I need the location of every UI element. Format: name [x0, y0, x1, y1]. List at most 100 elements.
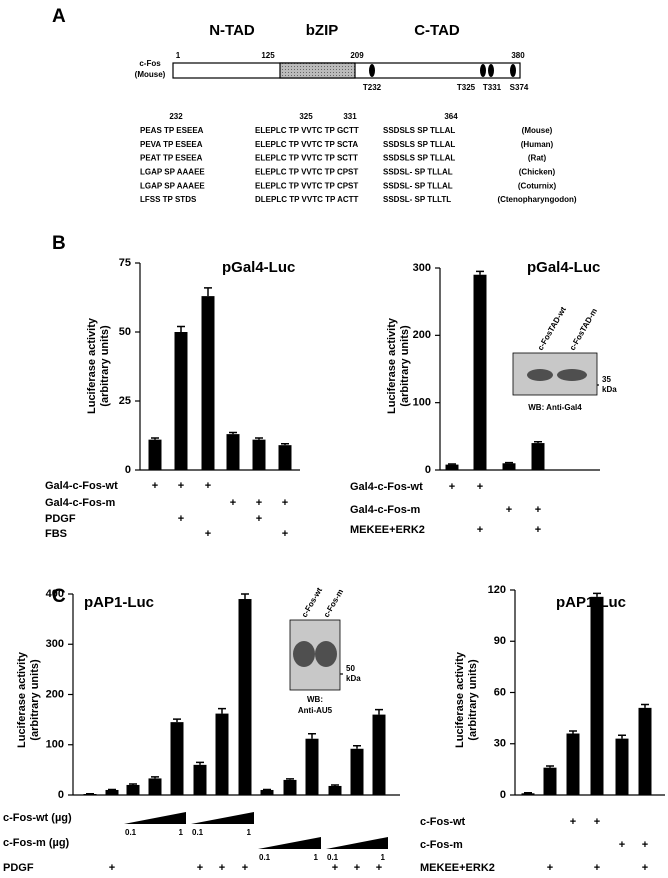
chart-title: pGal4-Luc	[222, 259, 295, 276]
bar	[328, 785, 342, 795]
bar	[226, 434, 240, 470]
error-bar	[308, 732, 316, 739]
treatment-label: Gal4-c-Fos-wt	[350, 481, 423, 493]
bar	[521, 793, 535, 795]
treatment-mark: +	[219, 862, 225, 874]
treatment-mark: +	[594, 816, 600, 828]
y-tick-label: 50	[119, 326, 131, 338]
bar	[543, 767, 557, 795]
site	[369, 64, 375, 77]
sequence: SSDSLS SP TLLAL	[383, 126, 455, 135]
treatment-mark: +	[570, 816, 576, 828]
treatment-label: MEKEE+ERK2	[420, 862, 495, 874]
error-bar	[281, 443, 289, 446]
dose-wedge	[258, 837, 321, 849]
blot-band	[557, 369, 587, 381]
site	[510, 64, 516, 77]
bar	[445, 464, 459, 470]
treatment-mark: +	[256, 513, 262, 525]
bar	[350, 748, 364, 795]
treatment-mark: +	[477, 524, 483, 536]
treatment-mark: +	[109, 862, 115, 874]
bar	[238, 599, 252, 795]
position: 125	[261, 51, 275, 60]
error-bar	[618, 734, 626, 739]
species: (Coturnix)	[518, 181, 557, 190]
treatment-label: c-Fos-m (µg)	[3, 837, 70, 849]
error-bar	[218, 707, 226, 714]
error-bar	[286, 778, 294, 780]
treatment-mark: +	[376, 862, 382, 874]
site-label: S374	[510, 83, 529, 92]
bar	[278, 445, 292, 470]
treatment-mark: +	[332, 862, 338, 874]
treatment-label: MEKEE+ERK2	[350, 524, 425, 536]
domain-label: N-TAD	[209, 22, 255, 39]
position: 209	[350, 51, 364, 60]
dose-label: 1	[314, 853, 319, 862]
error-bar	[569, 730, 577, 734]
sequence: SSDSL- SP TLLTL	[383, 195, 451, 204]
panel-label: A	[52, 6, 66, 27]
treatment-mark: +	[152, 480, 158, 492]
error-bar	[524, 792, 532, 794]
error-bar	[204, 287, 212, 297]
y-axis-label: (arbitrary units)	[399, 325, 411, 407]
y-tick-label: 0	[125, 464, 131, 476]
sequence: SSDSL- SP TLLAL	[383, 168, 453, 177]
y-tick-label: 300	[46, 638, 64, 650]
y-tick-label: 100	[413, 397, 431, 409]
bar	[252, 439, 266, 470]
species: (Chicken)	[519, 168, 556, 177]
bar	[372, 714, 386, 795]
domain-label: C-TAD	[414, 22, 460, 39]
bar	[215, 713, 229, 795]
alignment-position: 232	[169, 112, 183, 121]
bar	[170, 722, 184, 795]
bar	[148, 439, 162, 470]
dose-label: 0.1	[327, 853, 339, 862]
y-tick-label: 0	[425, 464, 431, 476]
dose-label: 1	[381, 853, 386, 862]
chart-title: pGal4-Luc	[527, 259, 600, 276]
bar	[193, 764, 207, 795]
bar	[502, 463, 516, 470]
chart-title: pAP1-Luc	[556, 594, 626, 611]
bar	[283, 779, 297, 795]
bar	[126, 784, 140, 795]
treatment-mark: +	[197, 862, 203, 874]
treatment-mark: +	[256, 497, 262, 509]
treatment-mark: +	[547, 862, 553, 874]
lane-label: c-FosTAD-wt	[536, 305, 568, 352]
species: (Ctenopharyngodon)	[497, 195, 576, 204]
y-axis-label: Luciferase activity	[454, 651, 466, 748]
error-bar	[375, 708, 383, 715]
y-tick-label: 0	[58, 789, 64, 801]
error-bar	[229, 431, 237, 435]
error-bar	[353, 745, 361, 749]
site-label: T232	[363, 83, 382, 92]
dose-wedge	[191, 812, 254, 824]
bar	[531, 443, 545, 470]
error-bar	[255, 437, 263, 440]
y-tick-label: 25	[119, 395, 131, 407]
y-tick-label: 30	[494, 738, 506, 750]
error-bar	[241, 593, 249, 600]
treatment-label: c-Fos-wt	[420, 816, 466, 828]
treatment-mark: +	[619, 839, 625, 851]
bzip-region	[279, 62, 356, 79]
domain-label: bZIP	[306, 22, 339, 39]
bar	[148, 778, 162, 795]
error-bar	[151, 776, 159, 779]
marker-label: 50	[346, 664, 355, 673]
bar	[566, 733, 580, 795]
treatment-mark: +	[354, 862, 360, 874]
site-label: T331	[483, 83, 502, 92]
error-bar	[177, 325, 185, 332]
bar	[260, 789, 274, 795]
sequence: LGAP SP AAAEE	[140, 181, 205, 190]
dose-label: 0.1	[125, 828, 137, 837]
position: 380	[511, 51, 525, 60]
position: 1	[176, 51, 181, 60]
treatment-mark: +	[178, 513, 184, 525]
